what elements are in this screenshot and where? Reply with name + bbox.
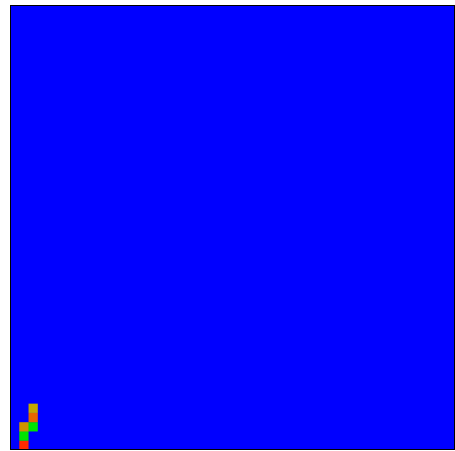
heatmap-background [10, 5, 455, 450]
heatmap-strip-cell-0-1 [19, 431, 29, 441]
heatmap-strip-cell-1-1 [28, 412, 38, 423]
heatmap-strip-cell-1-0 [28, 422, 38, 432]
heatmap-strip-cell-0-0 [19, 440, 29, 450]
heatmap-strip-cell-1-2 [28, 403, 38, 413]
heatmap-strip-cell-0-2 [19, 422, 29, 432]
